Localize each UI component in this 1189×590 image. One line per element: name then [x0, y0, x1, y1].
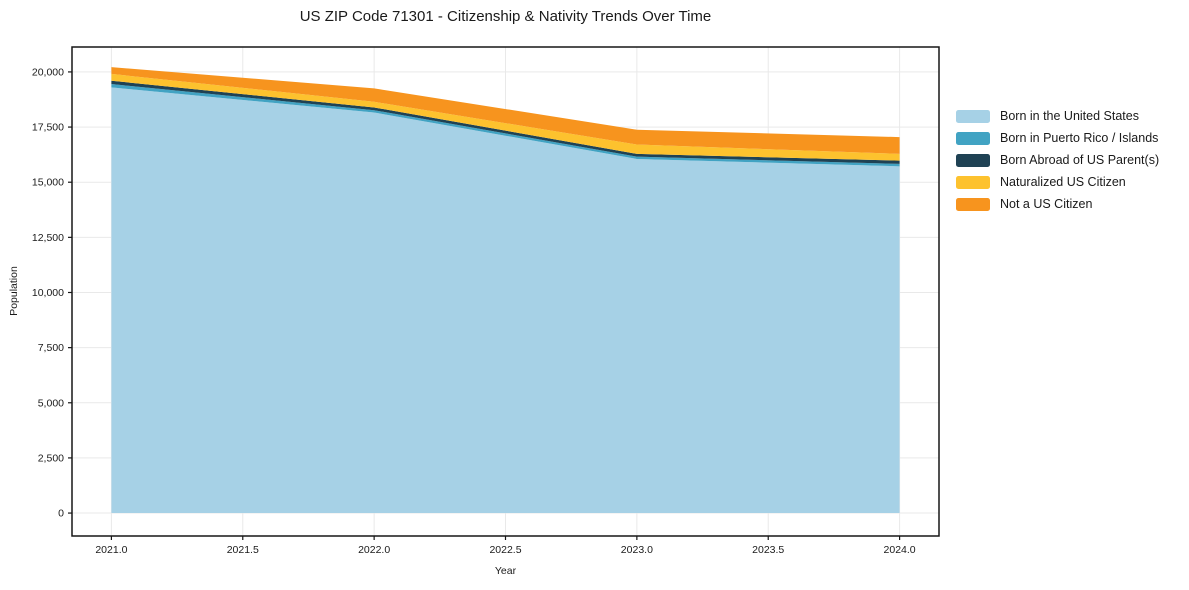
area-series-4	[111, 67, 900, 154]
legend-swatch-naturalized-us-citizen	[956, 175, 990, 189]
y-axis-label: Population	[8, 266, 20, 316]
area-series-1	[111, 84, 900, 167]
area-series-0	[111, 87, 900, 514]
chart-title: US ZIP Code 71301 - Citizenship & Nativi…	[299, 8, 712, 25]
legend: Born in the United States Born in Puerto …	[956, 105, 1159, 215]
x-tick-label: 2021.0	[95, 544, 127, 556]
area-series-2	[111, 80, 900, 164]
x-tick-label: 2024.0	[884, 544, 916, 556]
y-tick-label: 0	[58, 508, 64, 520]
x-tick-label: 2022.0	[358, 544, 390, 556]
legend-label-naturalized-us-citizen: Naturalized US Citizen	[1000, 175, 1126, 189]
legend-label-born-in-the-united-states: Born in the United States	[1000, 109, 1139, 123]
legend-label-born-in-puerto-rico-islands: Born in Puerto Rico / Islands	[1000, 131, 1159, 145]
legend-swatch-born-in-puerto-rico-islands	[956, 131, 990, 145]
x-tick-label: 2023.5	[752, 544, 784, 556]
x-tick-label: 2023.0	[621, 544, 653, 556]
y-tick-label: 10,000	[32, 287, 64, 299]
y-tick-label: 5,000	[38, 397, 64, 409]
legend-swatch-not-a-us-citizen	[956, 197, 990, 211]
y-tick-label: 17,500	[32, 122, 64, 134]
y-tick-label: 15,000	[32, 177, 64, 189]
legend-item-born-in-puerto-rico-islands: Born in Puerto Rico / Islands	[956, 127, 1159, 149]
x-tick-label: 2021.5	[227, 544, 259, 556]
area-series-3	[111, 73, 900, 161]
y-tick-label: 12,500	[32, 232, 64, 244]
y-tick-label: 20,000	[32, 66, 64, 78]
legend-item-born-in-the-united-states: Born in the United States	[956, 105, 1159, 127]
x-tick-label: 2022.5	[489, 544, 521, 556]
legend-label-not-a-us-citizen: Not a US Citizen	[1000, 197, 1093, 211]
y-tick-label: 2,500	[38, 452, 64, 464]
legend-item-not-a-us-citizen: Not a US Citizen	[956, 193, 1159, 215]
legend-swatch-born-abroad-of-us-parent-s	[956, 153, 990, 167]
legend-swatch-born-in-the-united-states	[956, 109, 990, 123]
legend-item-naturalized-us-citizen: Naturalized US Citizen	[956, 171, 1159, 193]
legend-label-born-abroad-of-us-parent-s: Born Abroad of US Parent(s)	[1000, 153, 1160, 167]
y-tick-label: 7,500	[38, 342, 64, 354]
x-axis-label: Year	[494, 565, 517, 577]
legend-item-born-abroad-of-us-parent-s: Born Abroad of US Parent(s)	[956, 149, 1159, 171]
